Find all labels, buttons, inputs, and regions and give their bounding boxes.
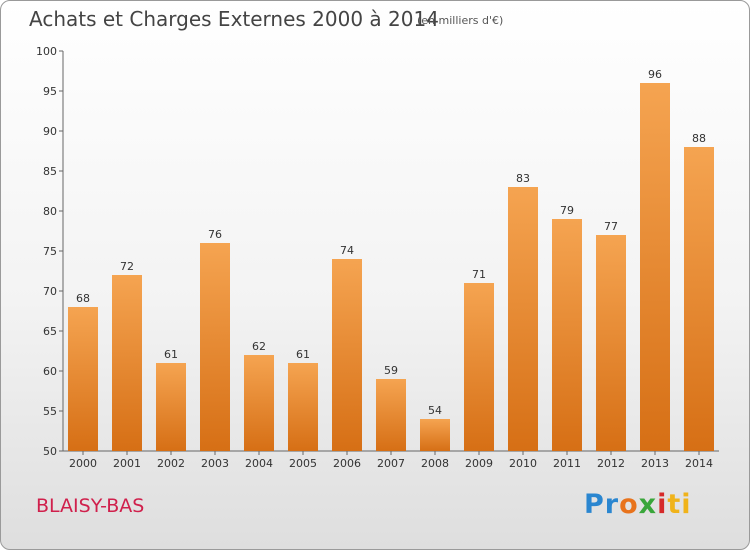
chart-labels: 68 2000 72 2001 61 2002 76 2003 62 2004 61 2005 74 20…	[69, 68, 713, 470]
x-tick-label: 2008	[421, 457, 449, 470]
bar	[684, 147, 714, 451]
x-tick-label: 2001	[113, 457, 141, 470]
bar	[376, 379, 406, 451]
bar	[112, 275, 142, 451]
bar-value-label: 68	[76, 292, 90, 305]
bar	[288, 363, 318, 451]
x-tick-label: 2004	[245, 457, 273, 470]
x-tick-label: 2003	[201, 457, 229, 470]
bar-value-label: 96	[648, 68, 662, 81]
y-tick-label: 70	[43, 285, 57, 298]
logo-part-2: o	[619, 489, 639, 520]
bar	[244, 355, 274, 451]
chart-subtitle: (en milliers d'€)	[417, 14, 504, 27]
x-tick-label: 2007	[377, 457, 405, 470]
bar-value-label: 61	[164, 348, 178, 361]
x-tick-label: 2013	[641, 457, 669, 470]
bar-value-label: 72	[120, 260, 134, 273]
x-tick-label: 2014	[685, 457, 713, 470]
y-tick-label: 50	[43, 445, 57, 458]
bar-value-label: 88	[692, 132, 706, 145]
bar	[420, 419, 450, 451]
bar	[464, 283, 494, 451]
bar	[332, 259, 362, 451]
y-tick-label: 100	[36, 45, 57, 58]
logo-part-5: ti	[667, 489, 692, 520]
bar	[596, 235, 626, 451]
y-tick-label: 85	[43, 165, 57, 178]
proxiti-logo: Proxiti	[584, 489, 692, 520]
x-tick-label: 2009	[465, 457, 493, 470]
bar-value-label: 76	[208, 228, 222, 241]
y-tick-label: 65	[43, 325, 57, 338]
y-tick-label: 55	[43, 405, 57, 418]
logo-part-1: Pr	[584, 489, 620, 520]
x-tick-label: 2005	[289, 457, 317, 470]
y-tick-label: 90	[43, 125, 57, 138]
bar-value-label: 83	[516, 172, 530, 185]
x-tick-label: 2006	[333, 457, 361, 470]
bar-value-label: 54	[428, 404, 442, 417]
bar-value-label: 59	[384, 364, 398, 377]
bar	[508, 187, 538, 451]
y-tick-label: 75	[43, 245, 57, 258]
bar	[156, 363, 186, 451]
logo-part-3: x	[638, 489, 658, 520]
x-tick-label: 2012	[597, 457, 625, 470]
x-tick-label: 2010	[509, 457, 537, 470]
logo-part-4: i	[657, 489, 668, 520]
bar-value-label: 61	[296, 348, 310, 361]
y-tick-label: 80	[43, 205, 57, 218]
x-tick-label: 2000	[69, 457, 97, 470]
chart-title: Achats et Charges Externes 2000 à 2014	[29, 7, 439, 31]
commune-name: BLAISY-BAS	[36, 495, 145, 517]
bar	[640, 83, 670, 451]
bar-value-label: 62	[252, 340, 266, 353]
y-tick-label: 95	[43, 85, 57, 98]
bar	[200, 243, 230, 451]
x-tick-label: 2002	[157, 457, 185, 470]
bar	[552, 219, 582, 451]
chart-bars	[68, 83, 714, 451]
y-tick-label: 60	[43, 365, 57, 378]
bar-value-label: 71	[472, 268, 486, 281]
bar-value-label: 77	[604, 220, 618, 233]
bar-value-label: 74	[340, 244, 354, 257]
bar	[68, 307, 98, 451]
bar-value-label: 79	[560, 204, 574, 217]
x-tick-label: 2011	[553, 457, 581, 470]
